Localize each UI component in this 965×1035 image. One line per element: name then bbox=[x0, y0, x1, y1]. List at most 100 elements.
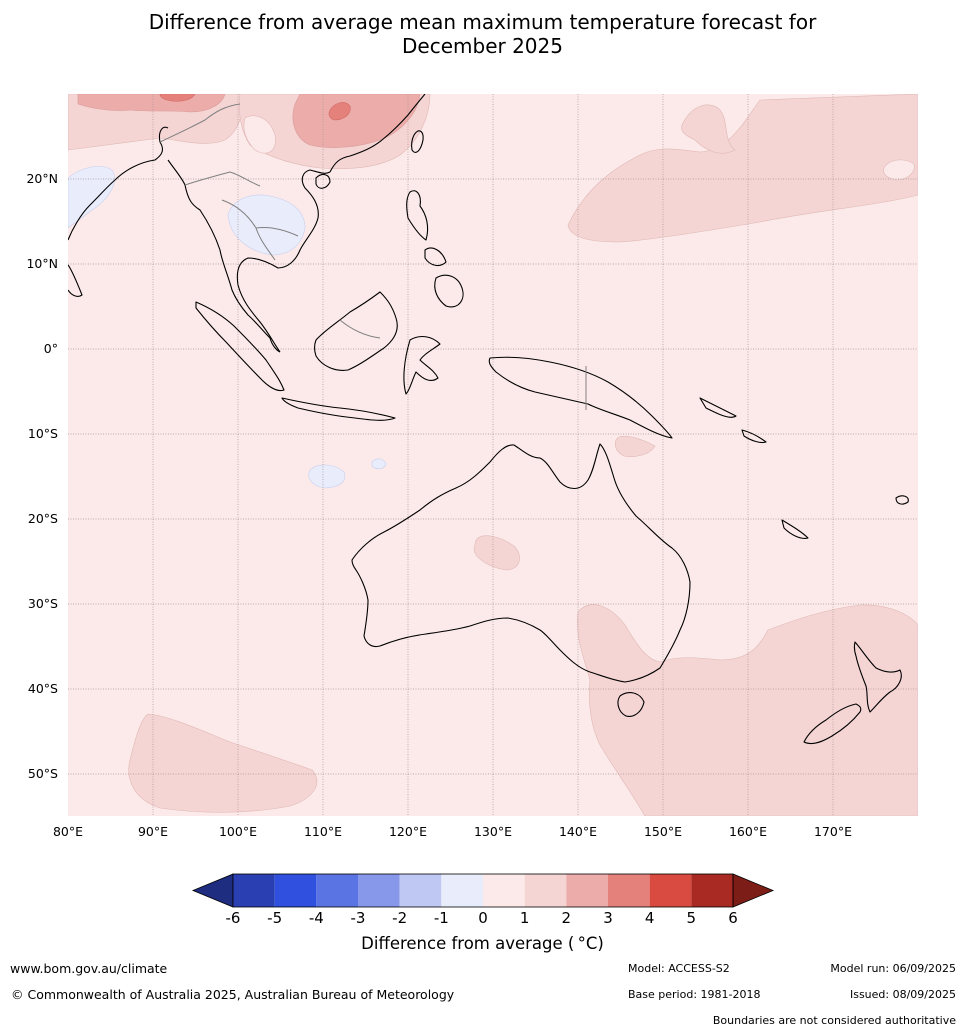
colorbar-segment bbox=[524, 874, 567, 907]
issued-text: Issued: 08/09/2025 bbox=[849, 988, 956, 1001]
colorbar-segment bbox=[649, 874, 692, 907]
colorbar-tick-label: -6 bbox=[226, 909, 241, 927]
coastline-nz-south-island bbox=[803, 703, 862, 745]
disclaimer-text: Boundaries are not considered authoritat… bbox=[712, 1014, 956, 1027]
coastline-indochina bbox=[236, 169, 331, 353]
anomaly-region-light-pocket bbox=[883, 159, 915, 181]
anomaly-region-warm-north-pacific bbox=[567, 94, 918, 243]
coastlines bbox=[68, 94, 909, 745]
anomaly-region-warm-tasman bbox=[577, 604, 918, 816]
lat-label-10n: 10°N bbox=[26, 256, 58, 271]
colorbar-tick-label: -1 bbox=[434, 909, 449, 927]
lon-label-120e: 120°E bbox=[389, 824, 427, 839]
coastline-australia bbox=[351, 443, 691, 683]
colorbar-tick-label: 6 bbox=[728, 909, 738, 927]
anomaly-contours bbox=[68, 94, 918, 816]
country-boundaries bbox=[159, 103, 587, 410]
colorbar: -6 -5 -4 -3 -2 -1 0 1 2 3 4 5 6 bbox=[191, 873, 775, 927]
anomaly-region-warm-coral-sea bbox=[614, 435, 656, 457]
colorbar-segment bbox=[233, 874, 275, 907]
coastline-bay-of-bengal bbox=[167, 159, 281, 353]
coastline-fiji bbox=[895, 495, 909, 505]
colorbar-border bbox=[232, 873, 734, 908]
colorbar-segment bbox=[358, 874, 400, 907]
anomaly-region-light-vietnam bbox=[243, 115, 276, 154]
coastline-vanuatu bbox=[741, 429, 767, 444]
colorbar-segment bbox=[691, 874, 733, 907]
coastline-java bbox=[281, 397, 396, 421]
lon-label-130e: 130°E bbox=[474, 824, 512, 839]
anomaly-region-warm-south-indian bbox=[128, 713, 318, 813]
title-line-1: Difference from average mean maximum tem… bbox=[148, 10, 817, 34]
coastline-visayas bbox=[424, 247, 447, 267]
coastline-tasmania bbox=[617, 692, 645, 717]
anomaly-region-warm-north-pacific-2 bbox=[681, 104, 736, 154]
lon-label-100e: 100°E bbox=[219, 824, 257, 839]
lon-label-140e: 140°E bbox=[559, 824, 597, 839]
colorbar-tick-label: -3 bbox=[351, 909, 366, 927]
lat-label-20s: 20°S bbox=[28, 511, 58, 526]
website-link[interactable]: www.bom.gov.au/climate bbox=[10, 961, 168, 976]
model-text: Model: ACCESS-S2 bbox=[628, 962, 730, 975]
coastline-india bbox=[68, 126, 169, 241]
coastline-sri-lanka-region bbox=[68, 264, 83, 297]
latitude-labels: 20°N 10°N 0° 10°S 20°S 30°S 40°S 50°S bbox=[26, 171, 58, 781]
lat-label-40s: 40°S bbox=[28, 681, 58, 696]
coastline-borneo bbox=[313, 291, 398, 371]
coastline-mindanao bbox=[434, 274, 464, 308]
colorbar-label: Difference from average ( °C) bbox=[361, 934, 604, 953]
title-line-2: December 2025 bbox=[402, 34, 563, 58]
chart-title: Difference from average mean maximum tem… bbox=[0, 10, 965, 58]
colorbar-segment bbox=[316, 874, 358, 907]
coastline-new-guinea bbox=[488, 356, 673, 439]
anomaly-region-mid-china bbox=[77, 94, 226, 113]
lon-label-110e: 110°E bbox=[304, 824, 342, 839]
base-period-text: Base period: 1981-2018 bbox=[628, 988, 761, 1001]
copyright-text: © Commonwealth of Australia 2025, Austra… bbox=[11, 987, 455, 1002]
colorbar-segment bbox=[608, 874, 650, 907]
anomaly-region-cool-indochina bbox=[227, 194, 306, 256]
colorbar-extend-low bbox=[191, 873, 234, 908]
colorbar-tick-label: 0 bbox=[478, 909, 488, 927]
coastline-solomons bbox=[699, 397, 737, 418]
coastline-nz-north-island bbox=[853, 641, 902, 713]
lat-label-10s: 10°S bbox=[28, 426, 58, 441]
anomaly-region-cool-india bbox=[68, 166, 115, 229]
colorbar-tick-label: 2 bbox=[562, 909, 572, 927]
coastline-sumatra bbox=[195, 301, 285, 392]
coastline-new-caledonia bbox=[781, 519, 809, 539]
anomaly-region-cool-indian-ocean bbox=[308, 464, 346, 489]
anomaly-region-strong-china bbox=[159, 94, 196, 102]
colorbar-tick-label: -5 bbox=[267, 909, 282, 927]
colorbar-tick-label: 4 bbox=[645, 909, 655, 927]
lat-label-0: 0° bbox=[44, 341, 58, 356]
lat-label-50s: 50°S bbox=[28, 766, 58, 781]
coastline-luzon bbox=[406, 190, 429, 241]
colorbar-tick-label: 1 bbox=[520, 909, 530, 927]
colorbar-segment bbox=[566, 874, 608, 907]
colorbar-tick-label: 3 bbox=[603, 909, 613, 927]
coastline-hainan bbox=[315, 173, 331, 189]
anomaly-region-cool-indian-ocean-small bbox=[371, 458, 387, 470]
colorbar-segment bbox=[441, 874, 483, 907]
lon-label-150e: 150°E bbox=[644, 824, 682, 839]
colorbar-tick-label: -2 bbox=[392, 909, 407, 927]
anomaly-region-strong-south-china bbox=[328, 102, 351, 121]
lon-label-90e: 90°E bbox=[138, 824, 168, 839]
colorbar-segment bbox=[274, 874, 317, 907]
colorbar-tick-label: 5 bbox=[687, 909, 697, 927]
anomaly-region-warm-central-australia bbox=[473, 535, 520, 571]
lon-label-160e: 160°E bbox=[729, 824, 767, 839]
model-run-text: Model run: 06/09/2025 bbox=[830, 962, 956, 975]
lon-label-80e: 80°E bbox=[53, 824, 83, 839]
lat-label-20n: 20°N bbox=[26, 171, 58, 186]
lon-label-170e: 170°E bbox=[814, 824, 852, 839]
graticule bbox=[68, 94, 918, 816]
lat-label-30s: 30°S bbox=[28, 596, 58, 611]
colorbar-tick-label: -4 bbox=[309, 909, 324, 927]
coastline-sulawesi bbox=[403, 335, 441, 395]
colorbar-extend-high bbox=[732, 873, 775, 908]
colorbar-segment bbox=[399, 874, 442, 907]
longitude-labels: 80°E 90°E 100°E 110°E 120°E 130°E 140°E … bbox=[53, 824, 852, 839]
